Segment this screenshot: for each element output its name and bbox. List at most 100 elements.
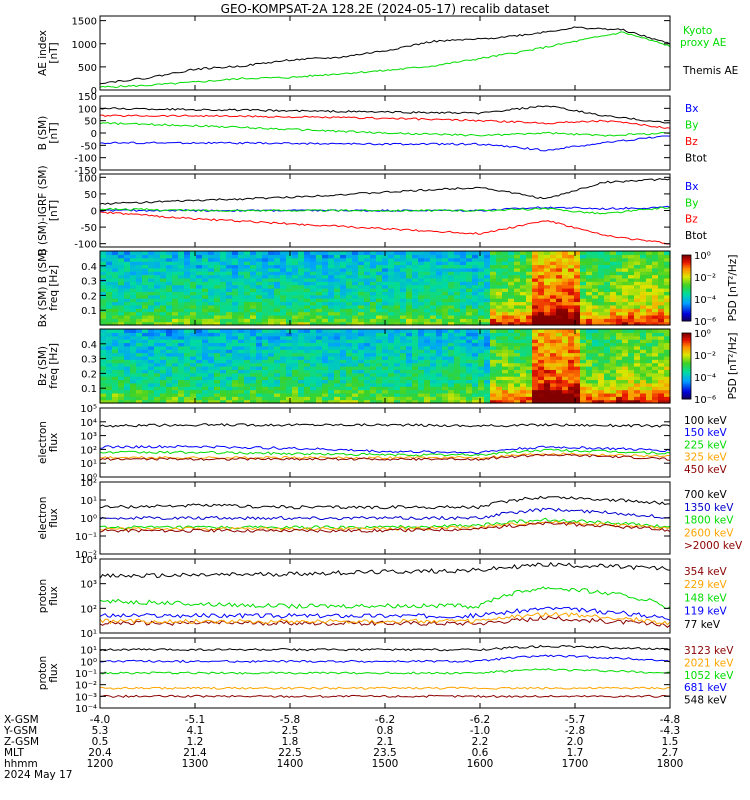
- heatmap-cell: [400, 359, 407, 364]
- heatmap-cell: [604, 345, 611, 350]
- heatmap-cell: [490, 271, 497, 276]
- heatmap-cell: [226, 291, 233, 296]
- heatmap-cell: [256, 274, 263, 279]
- heatmap-cell: [454, 264, 461, 269]
- heatmap-cell: [610, 396, 617, 401]
- heatmap-cell: [322, 264, 329, 269]
- heatmap-cell: [502, 342, 509, 347]
- heatmap-cell: [664, 379, 671, 384]
- heatmap-cell: [334, 352, 341, 357]
- heatmap-cell: [196, 396, 203, 401]
- heatmap-cell: [640, 335, 647, 340]
- heatmap-cell: [580, 345, 587, 350]
- heatmap-cell: [574, 349, 581, 354]
- heatmap-cell: [610, 291, 617, 296]
- heatmap-cell: [520, 311, 527, 316]
- heatmap-cell: [256, 318, 263, 323]
- heatmap-cell: [388, 311, 395, 316]
- heatmap-cell: [418, 284, 425, 289]
- heatmap-cell: [634, 379, 641, 384]
- heatmap-cell: [370, 362, 377, 367]
- y-axis-label: Bx (SM) B (SM): [37, 249, 49, 327]
- heatmap-cell: [280, 386, 287, 391]
- heatmap-cell: [586, 396, 593, 401]
- colorbar-step: [682, 352, 691, 355]
- heatmap-cell: [388, 294, 395, 299]
- heatmap-cell: [100, 379, 107, 384]
- heatmap-cell: [574, 376, 581, 381]
- heatmap-cell: [310, 304, 317, 309]
- heatmap-cell: [202, 284, 209, 289]
- heatmap-cell: [490, 301, 497, 306]
- heatmap-cell: [472, 396, 479, 401]
- heatmap-cell: [436, 379, 443, 384]
- heatmap-cell: [340, 342, 347, 347]
- heatmap-cell: [184, 349, 191, 354]
- heatmap-cell: [664, 329, 671, 333]
- heatmap-cell: [292, 277, 299, 282]
- heatmap-cell: [634, 291, 641, 296]
- heatmap-cell: [226, 281, 233, 286]
- heatmap-cell: [370, 301, 377, 306]
- heatmap-cell: [232, 382, 239, 387]
- heatmap-cell: [514, 329, 521, 333]
- heatmap-cell: [124, 257, 131, 262]
- heatmap-cell: [448, 382, 455, 387]
- y-tick-label: 0: [91, 129, 97, 140]
- heatmap-cell: [442, 304, 449, 309]
- heatmap-cell: [166, 362, 173, 367]
- heatmap-cell: [580, 284, 587, 289]
- heatmap-cell: [532, 329, 539, 333]
- legend-entry: 229 keV: [684, 579, 728, 591]
- heatmap-cell: [544, 386, 551, 391]
- heatmap-cell: [628, 352, 635, 357]
- heatmap-cell: [166, 251, 173, 255]
- heatmap-cell: [256, 267, 263, 272]
- series-line-bz: [100, 211, 670, 245]
- heatmap-cell: [580, 288, 587, 292]
- heatmap-cell: [394, 281, 401, 286]
- heatmap-cell: [388, 264, 395, 269]
- heatmap-cell: [118, 389, 125, 394]
- heatmap-cell: [286, 281, 293, 286]
- heatmap-cell: [154, 389, 161, 394]
- heatmap-cell: [472, 376, 479, 381]
- heatmap-cell: [190, 362, 197, 367]
- heatmap-cell: [562, 366, 569, 370]
- heatmap-cell: [220, 304, 227, 309]
- heatmap-cell: [202, 277, 209, 282]
- heatmap-cell: [454, 362, 461, 367]
- heatmap-cell: [178, 311, 185, 316]
- heatmap-cell: [322, 352, 329, 357]
- heatmap-cell: [190, 308, 197, 313]
- heatmap-cell: [508, 362, 515, 367]
- heatmap-cell: [388, 362, 395, 367]
- heatmap-cell: [634, 366, 641, 370]
- heatmap-cell: [388, 267, 395, 272]
- heatmap-cell: [352, 274, 359, 279]
- heatmap-cell: [304, 379, 311, 384]
- heatmap-cell: [514, 335, 521, 340]
- heatmap-cell: [100, 372, 107, 377]
- heatmap-cell: [280, 399, 287, 404]
- heatmap-cell: [634, 261, 641, 266]
- heatmap-cell: [154, 362, 161, 367]
- heatmap-cell: [502, 261, 509, 266]
- heatmap-cell: [532, 396, 539, 401]
- heatmap-cell: [460, 329, 467, 333]
- heatmap-cell: [262, 392, 269, 397]
- legend-entry: 100 keV: [684, 415, 728, 427]
- heatmap-cell: [484, 308, 491, 313]
- x-axis-value: -5.7: [565, 714, 586, 726]
- heatmap-cell: [364, 339, 371, 344]
- heatmap-cell: [100, 264, 107, 269]
- heatmap-cell: [484, 251, 491, 255]
- heatmap-cell: [298, 382, 305, 387]
- heatmap-cell: [166, 318, 173, 323]
- heatmap-cell: [118, 308, 125, 313]
- heatmap-cell: [394, 308, 401, 313]
- heatmap-cell: [148, 254, 155, 259]
- heatmap-cell: [328, 332, 335, 337]
- heatmap-cell: [250, 294, 257, 299]
